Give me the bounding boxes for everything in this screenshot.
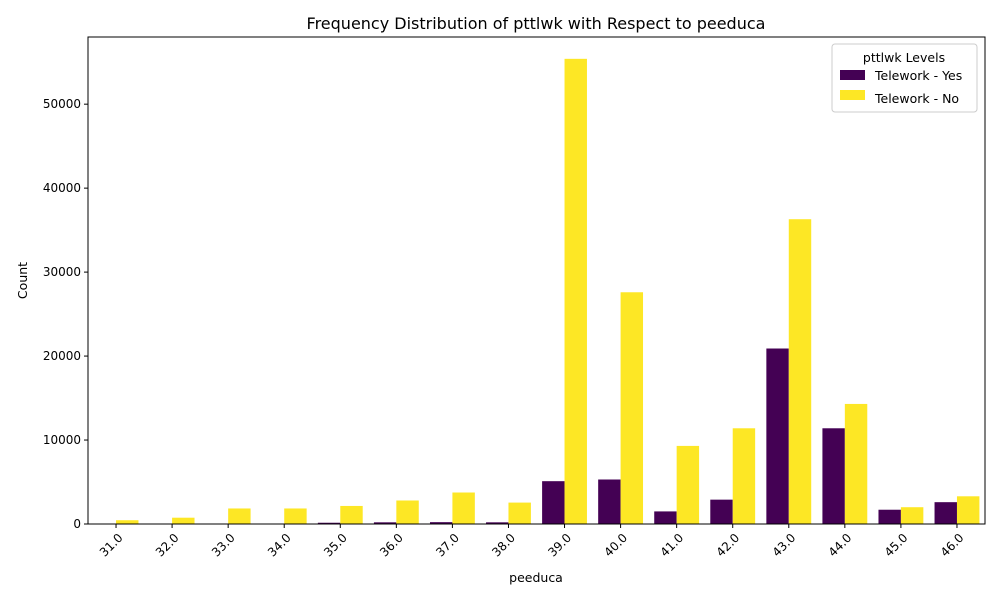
bars-group	[93, 58, 980, 524]
bar-yes-43.0	[766, 348, 789, 524]
bar-no-43.0	[788, 219, 812, 524]
x-tick-label: 31.0	[97, 531, 126, 560]
y-tick-label: 0	[73, 517, 81, 531]
y-tick-label: 40000	[43, 181, 81, 195]
bar-no-46.0	[956, 496, 980, 524]
x-tick-label: 34.0	[265, 531, 294, 560]
bar-no-35.0	[340, 505, 363, 524]
x-tick-label: 46.0	[938, 531, 967, 560]
bar-no-38.0	[508, 502, 531, 524]
bar-no-33.0	[228, 508, 251, 524]
legend-label-no: Telework - No	[874, 91, 959, 106]
legend-box	[831, 43, 978, 113]
bar-no-34.0	[284, 508, 307, 524]
y-tick-label: 50000	[43, 97, 81, 111]
bar-no-31.0	[116, 520, 139, 524]
bar-no-37.0	[452, 492, 475, 524]
bar-no-45.0	[900, 507, 924, 524]
y-tick-label: 20000	[43, 349, 81, 363]
x-tick-label: 38.0	[489, 531, 518, 560]
legend: pttlwk Levels Telework - Yes Telework - …	[831, 43, 978, 113]
bar-no-36.0	[396, 500, 419, 524]
legend-swatch-yes	[840, 70, 865, 80]
y-tick-label: 30000	[43, 265, 81, 279]
x-axis-title: peeduca	[509, 570, 563, 585]
bar-yes-45.0	[878, 509, 901, 524]
bar-yes-44.0	[822, 428, 845, 524]
bar-yes-38.0	[486, 522, 509, 524]
x-tick-label: 41.0	[657, 531, 686, 560]
x-tick-label: 45.0	[882, 531, 911, 560]
x-tick-label: 33.0	[209, 531, 238, 560]
x-tick-label: 35.0	[321, 531, 350, 560]
x-tick-label: 36.0	[377, 531, 406, 560]
bar-yes-46.0	[934, 502, 957, 524]
y-axis: 0 10000 20000 30000 40000 50000	[43, 97, 88, 531]
legend-label-yes: Telework - Yes	[874, 68, 962, 83]
bar-no-41.0	[676, 445, 700, 524]
legend-title: pttlwk Levels	[863, 50, 945, 65]
x-tick-label: 43.0	[770, 531, 799, 560]
bar-yes-36.0	[373, 522, 397, 524]
bar-no-32.0	[172, 517, 195, 524]
x-tick-label: 40.0	[601, 531, 630, 560]
y-axis-title: Count	[15, 262, 30, 299]
bar-yes-37.0	[429, 522, 453, 524]
bar-no-40.0	[620, 292, 644, 524]
x-tick-label: 42.0	[714, 531, 743, 560]
bar-yes-40.0	[598, 479, 621, 524]
bar-no-39.0	[564, 58, 587, 524]
bar-yes-39.0	[542, 481, 565, 524]
y-tick-label: 10000	[43, 433, 81, 447]
x-tick-label: 37.0	[433, 531, 462, 560]
x-tick-label: 32.0	[153, 531, 182, 560]
legend-swatch-no	[840, 90, 865, 100]
x-tick-label: 39.0	[545, 531, 574, 560]
plot-frame	[87, 36, 986, 525]
chart-title: Frequency Distribution of pttlwk with Re…	[307, 14, 766, 33]
x-tick-label: 44.0	[826, 531, 855, 560]
bar-yes-42.0	[710, 499, 733, 524]
bar-no-42.0	[732, 428, 756, 524]
x-axis: 31.0 32.0 33.0 34.0 35.0 36.0 37.0 38.0 39.0 40.0…	[97, 524, 967, 559]
bar-yes-41.0	[654, 511, 677, 524]
bar-yes-35.0	[317, 522, 341, 524]
bar-no-44.0	[844, 403, 868, 524]
